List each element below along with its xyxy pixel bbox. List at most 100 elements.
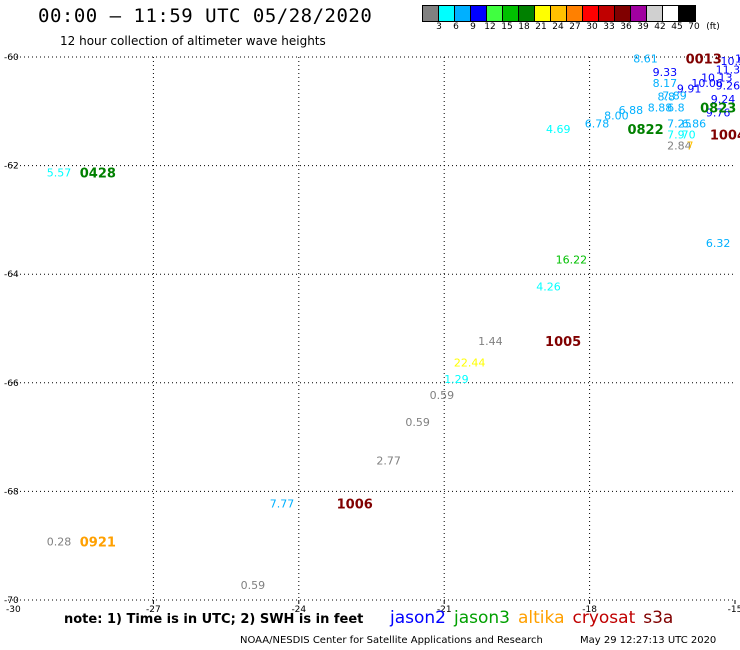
- swh-value-label: 0.59: [405, 416, 430, 429]
- scale-swatch: [679, 6, 695, 21]
- scale-label: 9: [470, 22, 476, 32]
- swh-value-label: 16.22: [556, 253, 588, 266]
- scale-swatch: [647, 6, 663, 21]
- scale-label: 21: [535, 22, 547, 32]
- swh-value-label: 4.26: [536, 280, 561, 293]
- time-label: 0428: [80, 166, 116, 181]
- swh-value-label: 0.28: [47, 536, 71, 549]
- swh-value-label: 9.24: [711, 93, 736, 106]
- credit-line: NOAA/NESDIS Center for Satellite Applica…: [240, 635, 543, 646]
- swh-value-label: 9.26: [716, 80, 740, 93]
- x-tick-label: -18: [582, 605, 597, 615]
- swh-value-label: 1.44: [478, 335, 503, 348]
- scale-label: 3: [436, 22, 442, 32]
- scale-label: 42: [654, 22, 666, 32]
- scale-swatch: [583, 6, 599, 21]
- x-tick-label: -15: [728, 605, 740, 615]
- y-tick-label: -66: [4, 379, 19, 389]
- color-scale-legend: [422, 5, 696, 22]
- scale-swatch: [439, 6, 455, 21]
- swh-value-label: 70: [682, 128, 696, 141]
- swh-value-label: 6.78: [585, 118, 610, 131]
- swh-value-label: 10.06: [691, 77, 723, 90]
- chart-subtitle: 12 hour collection of altimeter wave hei…: [60, 34, 326, 48]
- swh-value-label: 9.76: [706, 107, 731, 120]
- x-min-label: -30: [6, 605, 21, 615]
- scale-label: 39: [637, 22, 649, 32]
- swh-value-label: 6.88: [619, 104, 644, 117]
- swh-value-label: 5.57: [47, 166, 71, 179]
- swh-value-label: 2.84: [667, 139, 692, 152]
- satellite-s3a: s3a: [643, 608, 674, 628]
- satellite-cryosat: cryosat: [572, 608, 636, 628]
- scale-label: 27: [569, 22, 581, 32]
- time-label: 0823: [700, 101, 736, 116]
- time-label: 0921: [80, 536, 116, 551]
- scale-swatch: [615, 6, 631, 21]
- swh-value-label: 8.00: [604, 109, 629, 122]
- swh-value-label: 6.8: [667, 101, 685, 114]
- time-label: 0013: [686, 52, 722, 67]
- scale-swatch: [503, 6, 519, 21]
- time-label: 1005: [545, 335, 581, 350]
- swh-value-label: 4.69: [546, 123, 571, 136]
- scale-label: 36: [620, 22, 632, 32]
- swh-value-label: 6.86: [682, 118, 707, 131]
- scale-label: 6: [453, 22, 459, 32]
- y-tick-label: -60: [4, 53, 19, 63]
- satellite-jason3: jason3: [454, 608, 510, 628]
- generated-timestamp: May 29 12:27:13 UTC 2020: [580, 635, 717, 646]
- scale-label: 30: [586, 22, 598, 32]
- swh-value-label: 7.25: [667, 118, 692, 131]
- swh-value-label: 10.13: [701, 71, 733, 84]
- swh-value-label: 0.59: [241, 579, 266, 592]
- scale-label: 33: [603, 22, 615, 32]
- swh-value-label: 7: [687, 139, 694, 152]
- swh-value-label: 8.17: [653, 77, 678, 90]
- y-tick-label: -64: [4, 270, 19, 280]
- swh-value-label: 10.52: [720, 55, 740, 68]
- scale-swatch: [423, 6, 439, 21]
- scale-swatch: [599, 6, 615, 21]
- scale-swatch: [631, 6, 647, 21]
- scale-label: 12: [484, 22, 496, 32]
- y-tick-label: -70: [4, 596, 19, 606]
- scale-swatch: [551, 6, 567, 21]
- swh-value-label: 7.9: [667, 128, 685, 141]
- swh-value-label: 6.32: [706, 237, 731, 250]
- y-tick-label: -68: [4, 487, 19, 497]
- swh-value-label: 22.44: [454, 357, 486, 370]
- scale-unit: (ft): [706, 22, 720, 32]
- swh-value-label: 8.88: [648, 101, 673, 114]
- swh-value-label: 7.77: [270, 498, 295, 511]
- satellite-jason2: jason2: [390, 608, 446, 628]
- satellite-altika: altika: [518, 608, 565, 628]
- swh-value-label: 9.91: [677, 82, 702, 95]
- satellite-legend: jason2 jason3 altika cryosat s3a: [390, 608, 681, 628]
- x-tick-label: -24: [291, 605, 306, 615]
- swh-value-label: 10.51: [735, 52, 740, 65]
- footnote: note: 1) Time is in UTC; 2) SWH is in fe…: [64, 612, 364, 627]
- scale-swatch: [487, 6, 503, 21]
- x-tick-label: -21: [437, 605, 452, 615]
- scale-swatch: [535, 6, 551, 21]
- swh-value-label: 2.77: [376, 454, 401, 467]
- time-label: 1004: [710, 128, 740, 143]
- scale-swatch: [471, 6, 487, 21]
- scale-label: 24: [552, 22, 564, 32]
- scale-label: 15: [501, 22, 513, 32]
- scale-swatch: [567, 6, 583, 21]
- scale-label: 45: [671, 22, 683, 32]
- scale-swatch: [455, 6, 471, 21]
- swh-value-label: 8.61: [633, 52, 658, 65]
- scale-swatch: [663, 6, 679, 21]
- scale-label: 18: [518, 22, 530, 32]
- swh-value-label: 0.59: [430, 389, 455, 402]
- y-tick-label: -62: [4, 162, 19, 172]
- scale-label: 70: [688, 22, 700, 32]
- swh-value-label: 8.8: [657, 90, 675, 103]
- time-label: 0822: [627, 123, 663, 138]
- swh-value-label: 11.3: [716, 63, 740, 76]
- swh-value-label: 1.29: [444, 373, 469, 386]
